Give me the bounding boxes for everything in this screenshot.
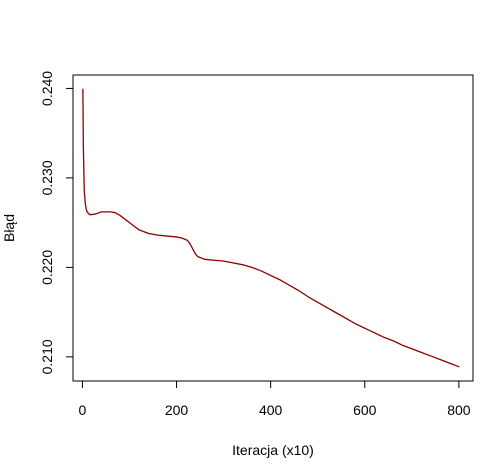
x-axis: 0 200 400 600 800 [79, 380, 471, 418]
y-tick-label: 0.210 [39, 339, 55, 374]
series-line [82, 88, 460, 368]
x-axis-title: Iteracja (x10) [232, 442, 314, 458]
x-tick-label: 200 [165, 402, 189, 418]
x-tick-label: 0 [79, 402, 87, 418]
series-layer [82, 88, 460, 368]
y-tick-label: 0.240 [39, 71, 55, 106]
y-axis-title: Błąd [1, 214, 17, 242]
x-tick-label: 400 [259, 402, 283, 418]
y-tick-label: 0.230 [39, 160, 55, 195]
y-axis: 0.210 0.220 0.230 0.240 [39, 71, 74, 374]
x-tick-label: 600 [353, 402, 377, 418]
x-tick-label: 800 [447, 402, 471, 418]
y-tick-label: 0.220 [39, 250, 55, 285]
